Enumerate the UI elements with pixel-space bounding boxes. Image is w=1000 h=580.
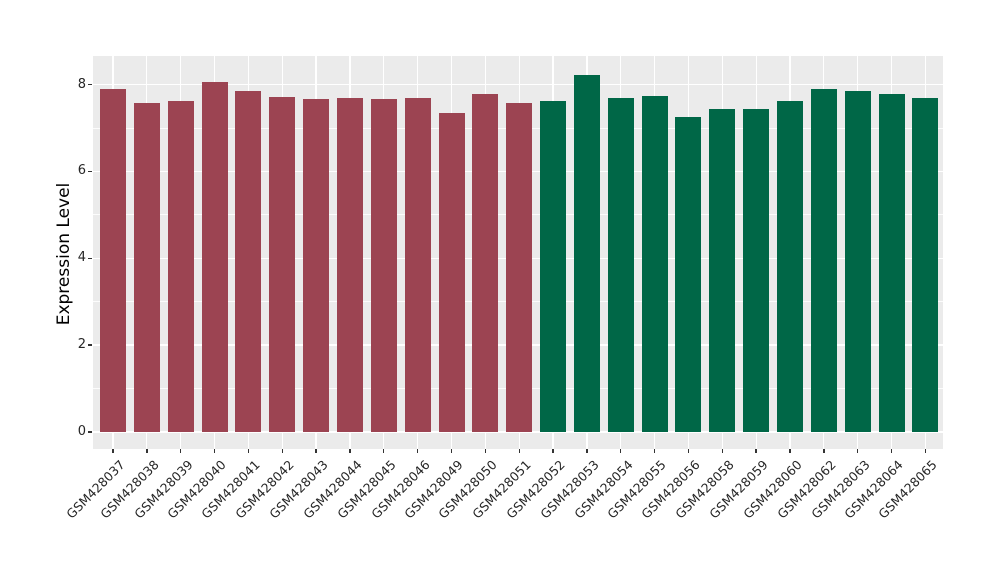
bar-GSM428043 bbox=[303, 98, 330, 432]
bar-GSM428060 bbox=[777, 100, 803, 432]
y-tick-mark bbox=[88, 431, 92, 433]
bar-GSM428054 bbox=[607, 97, 634, 432]
bar-GSM428059 bbox=[743, 108, 770, 432]
bar-GSM428041 bbox=[235, 90, 262, 432]
x-tick-mark bbox=[213, 449, 216, 453]
x-tick-mark bbox=[789, 449, 791, 453]
x-tick-mark bbox=[315, 449, 317, 453]
bar-GSM428039 bbox=[167, 100, 194, 432]
y-tick-label: 0 bbox=[77, 424, 86, 439]
y-tick-label: 4 bbox=[77, 250, 86, 266]
y-tick-label: 2 bbox=[77, 337, 86, 353]
bar-GSM428038 bbox=[133, 103, 160, 432]
bar-GSM428058 bbox=[709, 109, 736, 432]
x-tick-mark bbox=[890, 449, 893, 453]
x-tick-mark bbox=[653, 449, 656, 453]
bar-GSM428049 bbox=[438, 113, 465, 432]
bar-GSM428062 bbox=[810, 88, 837, 432]
x-tick-mark bbox=[450, 449, 453, 453]
x-tick-mark bbox=[620, 449, 622, 453]
bar-GSM428042 bbox=[269, 97, 296, 432]
plot-area bbox=[93, 56, 943, 449]
bar-GSM428044 bbox=[336, 98, 363, 432]
bar-GSM428063 bbox=[844, 91, 871, 432]
bar-GSM428040 bbox=[201, 81, 228, 432]
x-tick-mark bbox=[552, 449, 554, 453]
y-tick-label: 8 bbox=[77, 76, 86, 92]
x-tick-mark bbox=[755, 449, 757, 453]
x-tick-mark bbox=[484, 449, 487, 453]
y-tick-mark bbox=[88, 170, 92, 173]
x-tick-mark bbox=[146, 449, 148, 453]
gridline-major bbox=[93, 83, 943, 86]
bar-GSM428056 bbox=[675, 116, 702, 432]
bar-GSM428065 bbox=[912, 97, 939, 432]
x-tick-mark bbox=[518, 449, 520, 453]
bar-GSM428046 bbox=[404, 98, 431, 432]
x-tick-mark bbox=[416, 449, 419, 453]
x-tick-mark bbox=[924, 449, 927, 453]
bar-GSM428050 bbox=[472, 94, 499, 432]
x-tick-mark bbox=[180, 449, 182, 453]
bar-GSM428045 bbox=[370, 98, 397, 432]
bar-GSM428053 bbox=[573, 74, 600, 432]
x-tick-mark bbox=[823, 449, 825, 453]
y-tick-mark bbox=[88, 257, 92, 259]
y-tick-label: 6 bbox=[77, 163, 86, 179]
x-tick-mark bbox=[586, 449, 588, 453]
x-tick-mark bbox=[687, 449, 690, 453]
y-tick-mark bbox=[88, 344, 92, 346]
x-tick-mark bbox=[112, 449, 114, 453]
gridline-major bbox=[93, 431, 943, 433]
x-tick-mark bbox=[281, 449, 283, 453]
bar-GSM428051 bbox=[506, 103, 533, 432]
bar-GSM428052 bbox=[540, 101, 567, 432]
x-tick-mark bbox=[721, 449, 723, 453]
bar-GSM428064 bbox=[878, 94, 905, 432]
x-tick-mark bbox=[247, 449, 250, 453]
bar-GSM428037 bbox=[100, 88, 126, 432]
x-tick-mark bbox=[383, 449, 385, 453]
y-tick-mark bbox=[88, 83, 92, 86]
x-tick-mark bbox=[349, 449, 351, 453]
bar-GSM428055 bbox=[641, 95, 668, 432]
x-tick-mark bbox=[857, 449, 859, 453]
